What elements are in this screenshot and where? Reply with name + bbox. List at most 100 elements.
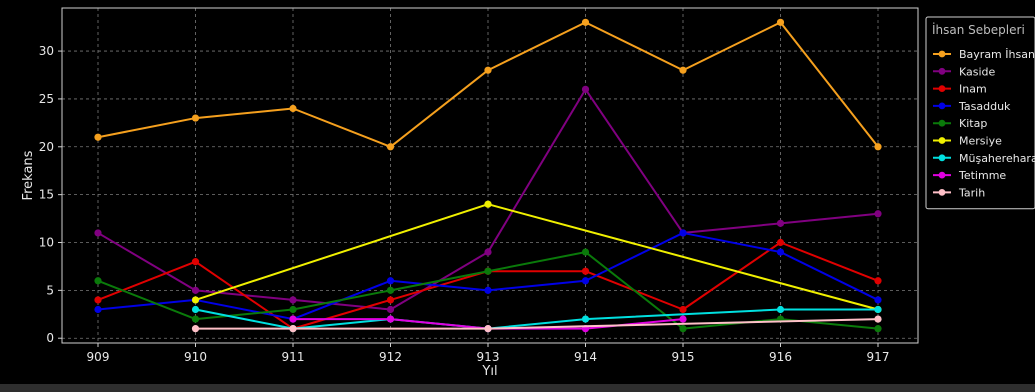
y-tick-label: 30 xyxy=(39,44,54,58)
x-tick-label: 909 xyxy=(87,350,110,364)
legend-box xyxy=(925,16,1035,210)
data-point xyxy=(581,315,590,323)
data-point xyxy=(874,210,882,218)
data-point xyxy=(386,277,395,285)
legend-label: Tasadduk xyxy=(958,100,1011,113)
x-tick-label: 915 xyxy=(672,350,695,364)
data-point xyxy=(874,315,882,323)
data-point xyxy=(874,305,882,314)
data-point xyxy=(94,229,102,237)
x-tick-label: 913 xyxy=(477,350,500,364)
data-point xyxy=(484,286,492,294)
data-point xyxy=(484,248,492,256)
legend-entry: Inam xyxy=(933,83,987,96)
legend-entry: Müşahereharan xyxy=(933,152,1035,165)
legend-swatch-marker xyxy=(938,85,946,92)
x-tick-label: 917 xyxy=(867,350,890,364)
data-point xyxy=(874,325,882,333)
data-point xyxy=(874,277,882,285)
data-point xyxy=(289,305,297,314)
data-point xyxy=(191,305,200,314)
axes: 909 910 911 912 913 914 915 916 917 0 5 10 15 20 25 30 Y… xyxy=(21,7,919,379)
x-tick-label: 911 xyxy=(282,350,305,364)
y-tick-label: 0 xyxy=(46,331,54,345)
legend-entry: Kaside xyxy=(933,65,996,78)
data-point xyxy=(776,18,785,26)
data-point xyxy=(484,200,492,208)
data-point xyxy=(581,277,590,285)
data-point xyxy=(386,143,395,151)
legend-swatch-marker xyxy=(938,154,946,162)
legend-label: Kaside xyxy=(959,65,996,78)
data-point xyxy=(386,286,395,294)
data-point xyxy=(191,286,200,294)
data-point xyxy=(191,325,200,333)
legend-entry: Bayram İhsanı xyxy=(933,48,1035,61)
legend-entry: Kitap xyxy=(933,117,987,130)
legend: İhsan Sebepleri Bayram İhsanı Kaside Inam Ta… xyxy=(925,16,1035,210)
series-line xyxy=(195,318,879,330)
legend-label: Mersiye xyxy=(959,135,1002,148)
legend-label: Bayram İhsanı xyxy=(959,48,1035,61)
legend-title: İhsan Sebepleri xyxy=(932,22,1025,37)
y-tick-label: 10 xyxy=(39,236,54,250)
legend-entry: Tasadduk xyxy=(933,100,1011,113)
data-point xyxy=(94,305,102,314)
data-point xyxy=(776,248,785,256)
data-point xyxy=(289,296,297,304)
data-point xyxy=(191,258,200,266)
series-5 xyxy=(191,200,882,314)
series-0 xyxy=(94,18,882,151)
legend-swatch-marker xyxy=(938,67,946,75)
data-point xyxy=(289,104,297,113)
data-point xyxy=(874,143,882,151)
data-point xyxy=(581,248,590,256)
data-point xyxy=(776,238,785,247)
data-point xyxy=(581,18,590,26)
data-point xyxy=(776,305,785,314)
data-point xyxy=(581,267,590,275)
data-point xyxy=(94,133,102,141)
y-axis-title: Frekans xyxy=(21,150,36,200)
data-point xyxy=(386,296,395,304)
data-point xyxy=(94,296,102,304)
legend-entry: Mersiye xyxy=(933,135,1002,148)
data-point xyxy=(289,315,297,323)
legend-label: Müşahereharan xyxy=(959,152,1035,165)
legend-swatch-marker xyxy=(938,189,946,196)
legend-swatch-marker xyxy=(938,171,946,179)
y-tick-label: 5 xyxy=(46,283,54,297)
data-point xyxy=(874,296,882,304)
data-point xyxy=(289,325,297,333)
y-tick-label: 15 xyxy=(39,188,54,202)
data-point xyxy=(679,66,687,74)
bottom-bar xyxy=(0,384,1035,392)
data-point xyxy=(386,305,395,314)
legend-swatch-marker xyxy=(938,50,946,58)
data-point xyxy=(679,325,687,333)
y-tick-label: 25 xyxy=(39,92,54,106)
x-tick-label: 912 xyxy=(379,350,402,364)
series-layer xyxy=(94,18,882,333)
legend-label: Inam xyxy=(959,83,987,96)
data-point xyxy=(581,85,590,93)
legend-entry: Tetimme xyxy=(933,169,1006,182)
series-8 xyxy=(191,315,882,333)
data-point xyxy=(679,229,687,237)
data-point xyxy=(484,267,492,275)
data-point xyxy=(386,315,395,323)
legend-swatch-marker xyxy=(938,102,946,110)
x-tick-label: 910 xyxy=(184,350,207,364)
data-point xyxy=(679,315,687,323)
series-line xyxy=(195,203,879,311)
legend-label: Tetimme xyxy=(958,169,1006,182)
legend-label: Tarih xyxy=(958,186,985,199)
line-chart: 909 910 911 912 913 914 915 916 917 0 5 10 15 20 25 30 Y… xyxy=(21,7,1035,379)
data-point xyxy=(191,114,200,122)
data-point xyxy=(484,325,492,333)
x-tick-label: 914 xyxy=(574,350,597,364)
data-point xyxy=(679,305,687,314)
data-point xyxy=(191,315,200,323)
y-tick-label: 20 xyxy=(39,140,54,154)
x-tick-label: 916 xyxy=(769,350,792,364)
